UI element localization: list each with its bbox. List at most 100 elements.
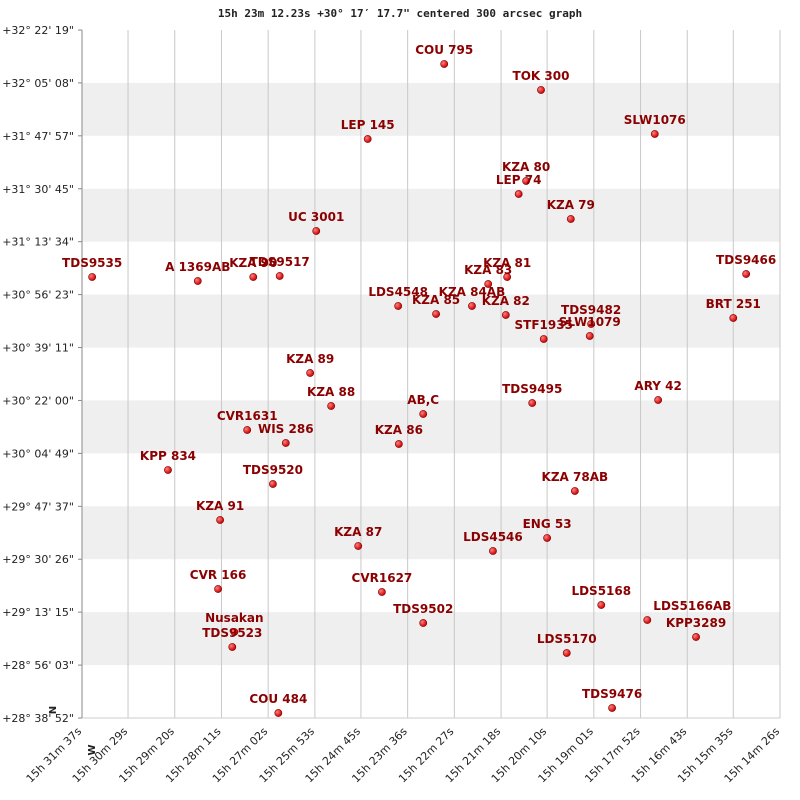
star <box>570 487 579 495</box>
star-label: KZA 84AB <box>439 285 506 299</box>
star-label: TDS9523 <box>202 626 262 640</box>
star <box>164 466 172 474</box>
star <box>419 410 428 418</box>
star-label: TDS9476 <box>582 687 642 701</box>
star-label: LDS4546 <box>463 530 523 544</box>
star <box>597 601 606 609</box>
star <box>585 332 594 340</box>
star-label: COU 484 <box>249 692 307 706</box>
star-label: KZA 89 <box>286 352 334 366</box>
star-label: TDS9520 <box>243 463 303 477</box>
star <box>193 277 202 285</box>
star-label: KZA 88 <box>307 385 355 399</box>
star <box>539 335 548 343</box>
star <box>742 270 751 278</box>
y-tick-label: +30° 56' 23" <box>2 289 74 302</box>
star-label: KZA 78AB <box>542 470 609 484</box>
star <box>650 130 659 138</box>
chart-title: 15h 23m 12.23s +30° 17′ 17.7" centered 3… <box>218 7 582 20</box>
star-label: STF1935 <box>515 318 573 332</box>
star-label: KZA 87 <box>334 525 382 539</box>
star-label: KZA 86 <box>375 423 423 437</box>
star-label: BRT 251 <box>706 297 761 311</box>
star <box>214 585 222 593</box>
star-label: KZA 80 <box>502 160 550 174</box>
star <box>228 643 237 651</box>
star <box>484 280 493 288</box>
star <box>566 215 575 223</box>
star <box>543 534 552 542</box>
band <box>82 506 780 560</box>
y-tick-label: +28° 56' 03" <box>2 659 74 672</box>
star-label: TDS9502 <box>393 602 453 616</box>
star-label: LDS4548 <box>368 285 428 299</box>
band <box>82 294 780 348</box>
star <box>537 86 545 94</box>
star <box>230 628 239 636</box>
star-label: KZA 79 <box>547 198 595 212</box>
star <box>363 135 372 143</box>
star <box>419 619 428 627</box>
compass-west: W <box>87 744 98 755</box>
star <box>514 190 523 198</box>
y-tick-label: +29° 30' 26" <box>2 553 74 566</box>
star-label: WIS 286 <box>258 422 314 436</box>
y-tick-label: +30° 22' 00" <box>2 394 74 407</box>
band <box>82 400 780 454</box>
star <box>503 273 512 281</box>
star-label: LDS5168 <box>571 584 631 598</box>
band <box>82 82 780 136</box>
star <box>88 273 97 281</box>
star <box>216 516 225 524</box>
star-label: TDS9517 <box>250 255 310 269</box>
star-label: KPP3289 <box>666 616 726 630</box>
star <box>394 440 403 448</box>
star-label: Nusakan <box>205 611 263 625</box>
star <box>354 542 363 550</box>
star <box>654 396 663 404</box>
star-label: LEP 145 <box>341 118 395 132</box>
band <box>82 188 780 242</box>
star-label: TDS9482 <box>561 303 621 317</box>
band <box>82 612 780 666</box>
star <box>440 60 449 68</box>
star-label: TOK 300 <box>513 69 570 83</box>
star <box>489 547 497 555</box>
star-label: KZA 85 <box>412 293 460 307</box>
star <box>432 310 440 318</box>
star <box>468 302 476 310</box>
y-tick-label: +30° 39' 11" <box>2 342 74 355</box>
y-tick-label: +31° 30' 45" <box>2 183 74 196</box>
star <box>327 402 336 410</box>
star <box>587 320 596 328</box>
star-label: TDS9466 <box>716 253 776 267</box>
y-tick-label: +32° 05' 08" <box>2 77 74 90</box>
y-tick-label: +31° 47' 57" <box>2 130 74 143</box>
star <box>562 649 571 657</box>
star-label: CVR1631 <box>217 409 278 423</box>
star-label: AB,C <box>407 393 439 407</box>
star <box>243 426 252 434</box>
star-label: KPP 834 <box>140 449 196 463</box>
star-label: KZA 83 <box>464 263 512 277</box>
star-label: KZA 91 <box>196 499 244 513</box>
star <box>394 302 403 310</box>
star <box>643 616 652 624</box>
star-label: KZA 81 <box>483 256 531 270</box>
star <box>275 272 284 280</box>
star-label: LDS5170 <box>537 632 597 646</box>
y-tick-label: +30° 04' 49" <box>2 447 74 460</box>
star <box>312 227 321 235</box>
star <box>692 633 700 641</box>
star-label: SLW1076 <box>624 113 686 127</box>
star <box>249 273 258 281</box>
star-label: KZA 82 <box>482 294 530 308</box>
star <box>522 177 531 185</box>
y-tick-label: +29° 13' 15" <box>2 606 74 619</box>
star <box>281 439 290 447</box>
star <box>274 709 283 717</box>
y-tick-label: +29° 47' 37" <box>2 500 74 513</box>
star-label: UC 3001 <box>288 210 344 224</box>
